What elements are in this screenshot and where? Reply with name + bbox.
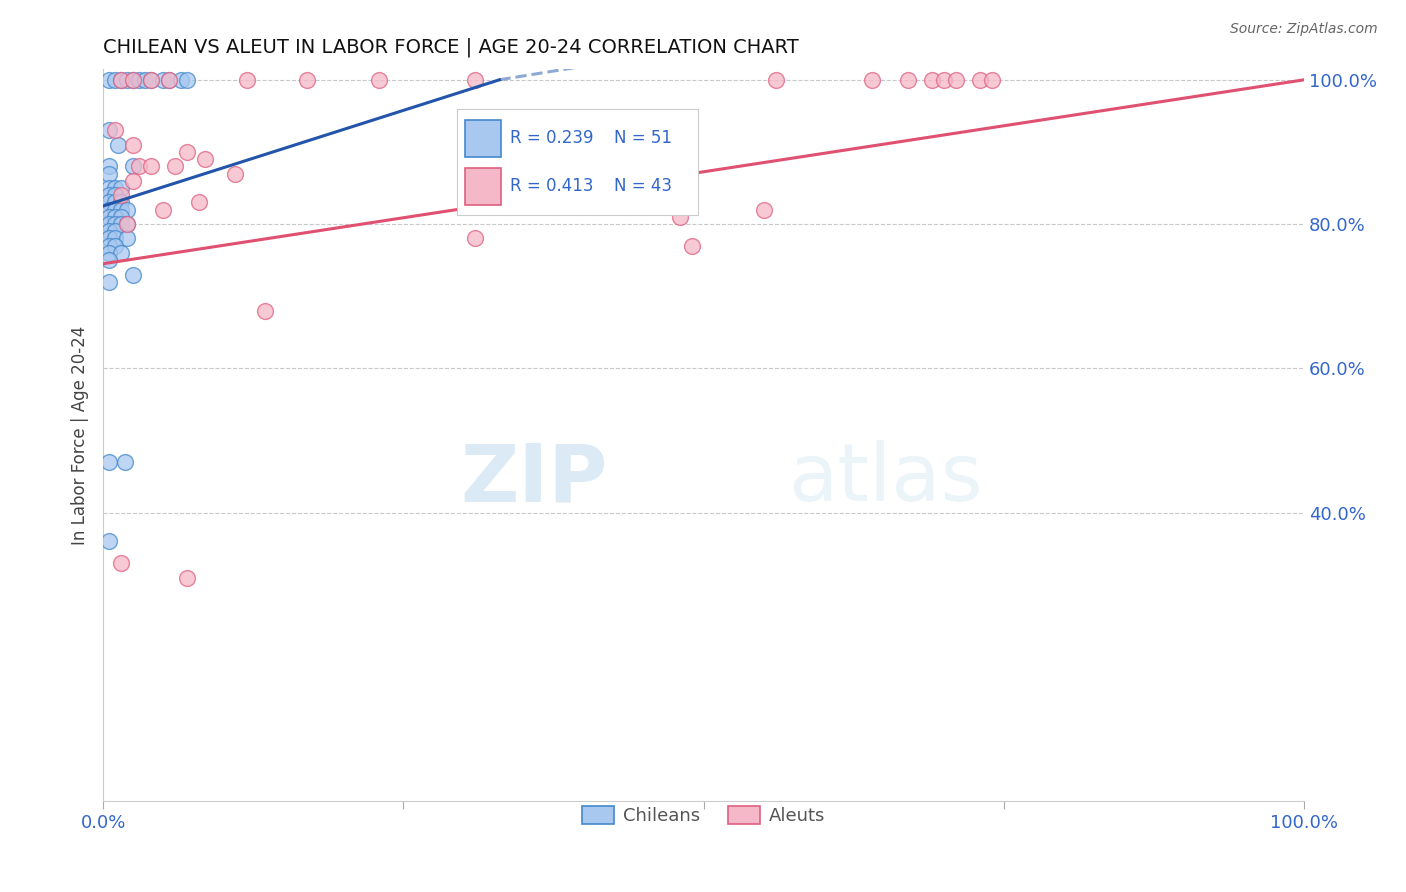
Point bbox=[932, 72, 955, 87]
Point bbox=[110, 195, 132, 210]
Point bbox=[122, 160, 145, 174]
Point bbox=[620, 167, 643, 181]
Point bbox=[157, 72, 180, 87]
Point bbox=[115, 217, 138, 231]
Point bbox=[152, 72, 174, 87]
Point bbox=[104, 231, 127, 245]
Point bbox=[98, 167, 121, 181]
Point bbox=[194, 152, 217, 166]
Point bbox=[122, 72, 145, 87]
Text: ZIP: ZIP bbox=[460, 440, 607, 518]
Point bbox=[98, 238, 121, 252]
Point bbox=[98, 534, 121, 549]
Point bbox=[104, 217, 127, 231]
Point bbox=[464, 231, 486, 245]
Point bbox=[176, 72, 198, 87]
Point bbox=[110, 188, 132, 202]
Point bbox=[681, 238, 703, 252]
Point bbox=[115, 72, 138, 87]
Point bbox=[128, 72, 150, 87]
Point bbox=[165, 160, 187, 174]
Point bbox=[668, 210, 690, 224]
Point bbox=[98, 455, 121, 469]
Point bbox=[104, 238, 127, 252]
Point bbox=[104, 195, 127, 210]
Point bbox=[170, 72, 193, 87]
Point bbox=[122, 72, 145, 87]
Point bbox=[969, 72, 991, 87]
Point bbox=[110, 210, 132, 224]
Point bbox=[104, 181, 127, 195]
Text: Source: ZipAtlas.com: Source: ZipAtlas.com bbox=[1230, 22, 1378, 37]
Point bbox=[104, 188, 127, 202]
Point bbox=[98, 160, 121, 174]
Point bbox=[860, 72, 883, 87]
Point bbox=[98, 195, 121, 210]
Point bbox=[98, 202, 121, 217]
Point bbox=[110, 202, 132, 217]
Point bbox=[176, 145, 198, 159]
Point bbox=[157, 72, 180, 87]
Y-axis label: In Labor Force | Age 20-24: In Labor Force | Age 20-24 bbox=[72, 326, 89, 545]
Point bbox=[115, 231, 138, 245]
Point bbox=[98, 224, 121, 238]
Point bbox=[98, 188, 121, 202]
Point bbox=[897, 72, 920, 87]
Point bbox=[98, 210, 121, 224]
Point bbox=[115, 217, 138, 231]
Point bbox=[945, 72, 967, 87]
Point bbox=[104, 210, 127, 224]
Text: atlas: atlas bbox=[787, 440, 981, 518]
Point bbox=[104, 224, 127, 238]
Point bbox=[128, 160, 150, 174]
Legend: Chileans, Aleuts: Chileans, Aleuts bbox=[575, 799, 832, 832]
Point bbox=[188, 195, 211, 210]
Point bbox=[152, 202, 174, 217]
Point bbox=[104, 123, 127, 137]
Point bbox=[224, 167, 246, 181]
Point bbox=[297, 72, 319, 87]
Point bbox=[548, 181, 571, 195]
Point bbox=[98, 275, 121, 289]
Point bbox=[141, 72, 163, 87]
Point bbox=[134, 72, 156, 87]
Point bbox=[98, 231, 121, 245]
Point bbox=[110, 217, 132, 231]
Point bbox=[115, 202, 138, 217]
Point bbox=[98, 246, 121, 260]
Point bbox=[110, 556, 132, 570]
Point bbox=[176, 570, 198, 584]
Point bbox=[110, 246, 132, 260]
Point bbox=[98, 123, 121, 137]
Point bbox=[104, 72, 127, 87]
Point bbox=[752, 202, 775, 217]
Point bbox=[122, 137, 145, 152]
Point bbox=[110, 181, 132, 195]
Point bbox=[98, 253, 121, 268]
Point bbox=[104, 202, 127, 217]
Point bbox=[141, 160, 163, 174]
Point bbox=[110, 72, 132, 87]
Point bbox=[114, 455, 136, 469]
Point bbox=[254, 303, 277, 318]
Point bbox=[98, 72, 121, 87]
Point bbox=[141, 72, 163, 87]
Text: CHILEAN VS ALEUT IN LABOR FORCE | AGE 20-24 CORRELATION CHART: CHILEAN VS ALEUT IN LABOR FORCE | AGE 20… bbox=[103, 37, 799, 57]
Point bbox=[236, 72, 259, 87]
Point bbox=[98, 181, 121, 195]
Point bbox=[110, 72, 132, 87]
Point bbox=[122, 268, 145, 282]
Point bbox=[464, 72, 486, 87]
Point bbox=[980, 72, 1002, 87]
Point bbox=[765, 72, 787, 87]
Point bbox=[122, 174, 145, 188]
Point bbox=[98, 217, 121, 231]
Point bbox=[921, 72, 943, 87]
Point bbox=[368, 72, 391, 87]
Point bbox=[107, 137, 129, 152]
